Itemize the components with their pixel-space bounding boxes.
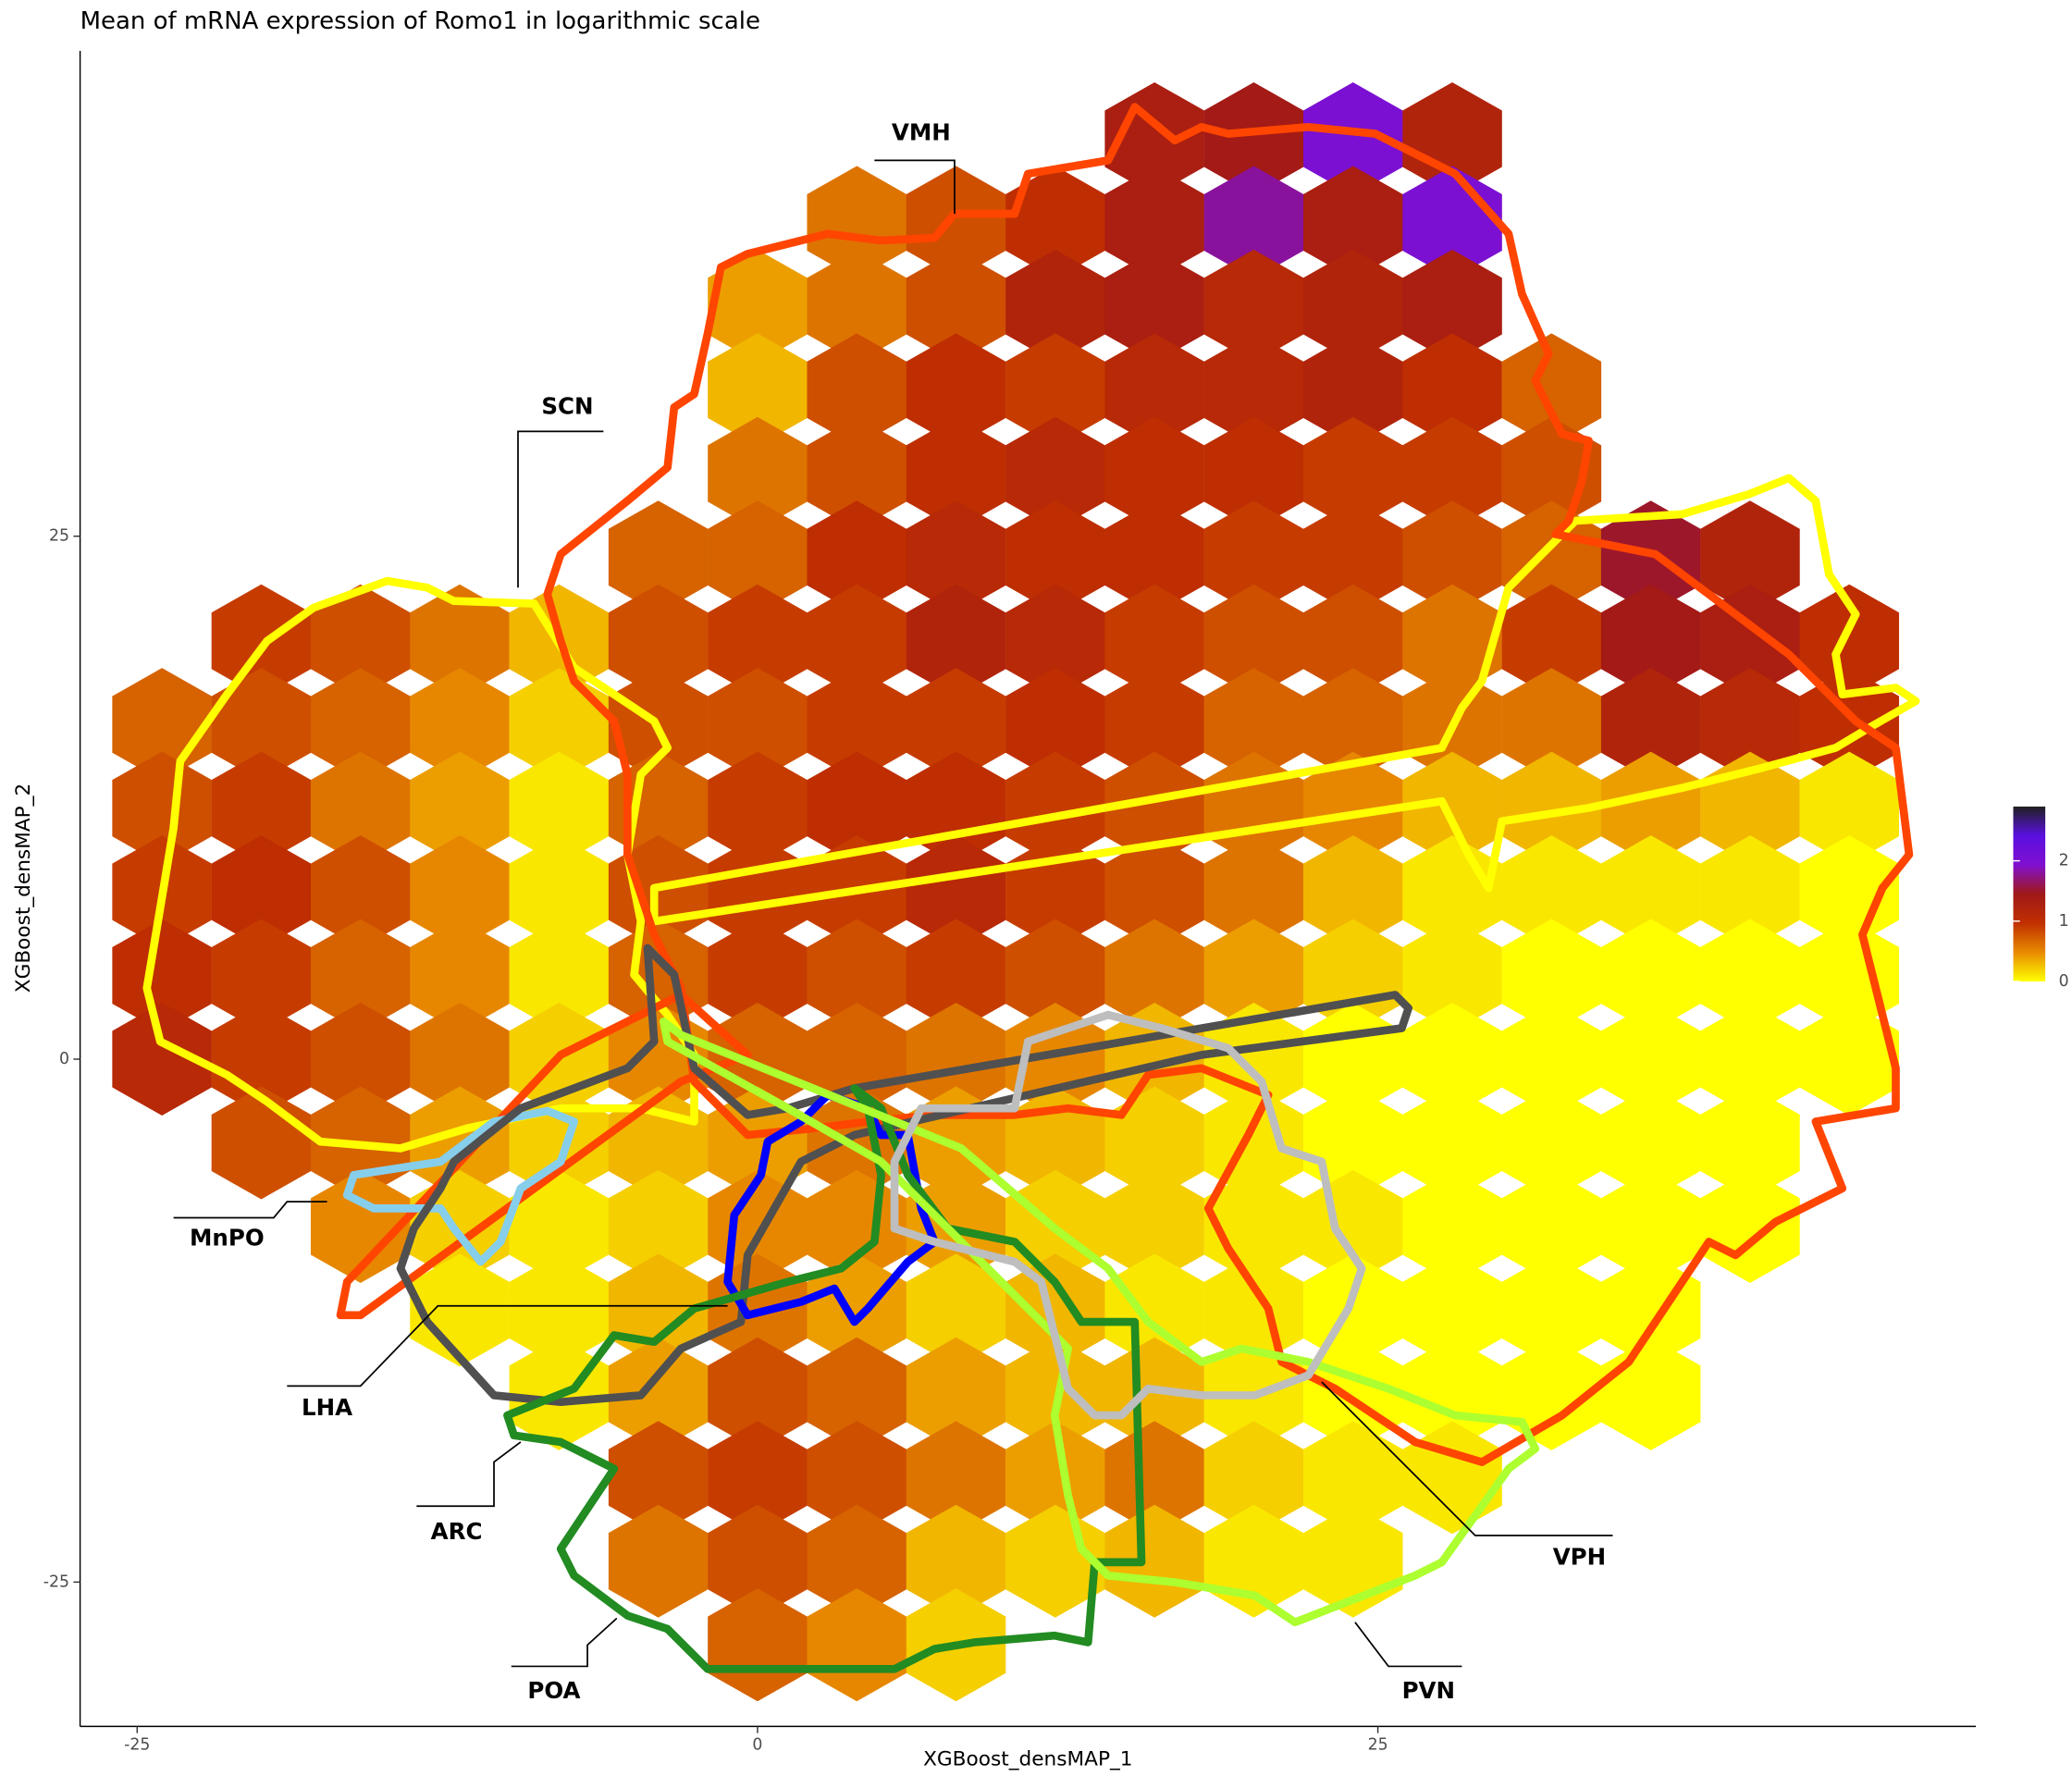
region-outlines [142,103,1920,1673]
leader-line [517,430,604,588]
hex [112,1002,212,1116]
hex-layer [112,81,1900,1702]
region-label: ARC [431,1518,483,1545]
poa-outline [503,1084,1146,1673]
y-axis-label: XGBoost_densMAP_2 [12,783,35,993]
scn-outline [142,576,698,1153]
band-outline [649,474,1920,926]
lha-outline [396,944,1413,1406]
pvn-outline [659,1017,1540,1627]
hex [1700,1169,1800,1283]
vmh-outline [543,103,1914,1466]
leader-line [287,1304,728,1388]
vph-outline [890,1010,1366,1420]
hex [310,1169,411,1283]
region-label: VMH [892,119,951,146]
hex [1104,1504,1204,1618]
y-tick-label: 25 [49,527,69,546]
colorbar-tick-label: 0 [2059,972,2069,991]
leader-line [1321,1381,1613,1536]
colorbar-tick-label: 1 [2059,912,2069,931]
leader-line [416,1441,522,1508]
region-label: LHA [302,1394,352,1421]
x-tick-label: 25 [1368,1736,1388,1755]
region-label: PVN [1402,1677,1455,1704]
colorbar [2013,806,2046,982]
region-label: MnPO [190,1225,265,1252]
leader-line [173,1201,327,1219]
leader-line [511,1617,618,1668]
leader-line [1354,1622,1462,1668]
x-tick-label: 0 [752,1736,762,1755]
hex [708,1588,808,1702]
x-axis-label: XGBoost_densMAP_1 [923,1747,1133,1770]
hex [608,1504,709,1618]
y-tick-label: 0 [59,1050,69,1068]
region-label: SCN [541,392,593,419]
hex [1203,1504,1304,1618]
region-label: POA [527,1677,580,1704]
leader-lines [173,159,1613,1668]
colorbar-tick-label: 2 [2059,852,2069,870]
hex [1600,1337,1701,1450]
y-tick-label: -25 [43,1572,69,1591]
leader-line [874,159,956,215]
x-tick-label: -25 [124,1736,150,1755]
mnpo-outline [342,1106,578,1266]
hex [1501,1337,1602,1450]
hex [807,1588,907,1702]
chart-title: Mean of mRNA expression of Romo1 in loga… [80,7,760,35]
region-label: VPH [1553,1544,1606,1571]
hex [211,1086,312,1200]
